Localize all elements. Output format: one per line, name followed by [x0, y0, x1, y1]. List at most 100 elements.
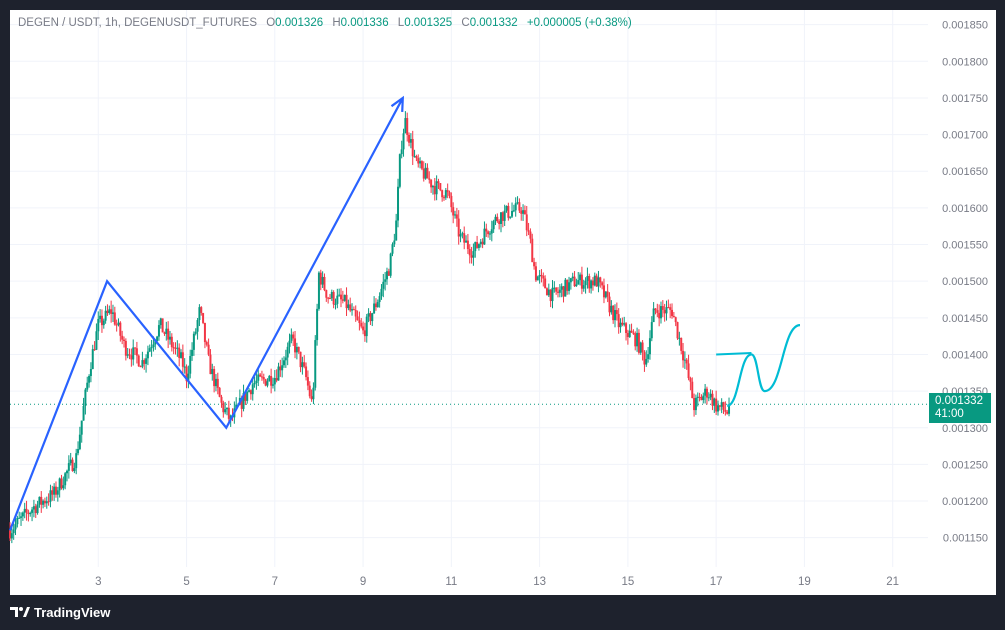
candle-body — [514, 203, 517, 211]
x-tick-label: 7 — [272, 576, 278, 588]
price-axis[interactable] — [928, 10, 996, 595]
candle-body — [143, 360, 146, 364]
candle-body — [615, 310, 618, 315]
candle-body — [154, 341, 157, 345]
candle-body — [637, 332, 640, 353]
candle-body — [99, 315, 102, 319]
y-tick-label: 0.001850 — [942, 20, 988, 32]
candle-body — [356, 316, 359, 321]
candle-body — [525, 214, 528, 231]
candle-body — [665, 307, 668, 314]
candle-body — [672, 316, 675, 318]
candle-body — [654, 308, 657, 311]
candle-body — [538, 274, 541, 277]
candle-body — [417, 158, 420, 164]
candle-body — [60, 478, 63, 489]
open-value: 0.001326 — [275, 17, 324, 29]
trend-lines — [8, 95, 801, 531]
candle-body — [260, 376, 263, 378]
x-tick-label: 15 — [621, 576, 634, 588]
candle-body — [86, 382, 89, 390]
candle-body — [452, 207, 455, 216]
candle-body — [211, 368, 214, 375]
candle-body — [424, 167, 427, 179]
candle-body — [597, 277, 600, 287]
candle-body — [669, 307, 672, 310]
x-tick-label: 13 — [533, 576, 546, 588]
last-price-tag: 0.001332 41:00 — [929, 393, 991, 423]
y-tick-label: 0.001300 — [942, 423, 988, 435]
candle-body — [43, 500, 46, 504]
candle-body — [345, 294, 348, 309]
candle-body — [457, 218, 460, 237]
candle-body — [198, 307, 201, 321]
candle-body — [134, 347, 137, 349]
tradingview-brand[interactable]: TradingView — [10, 602, 110, 622]
candle-body — [494, 216, 497, 222]
candle-body — [472, 251, 475, 258]
candle-body — [483, 228, 486, 245]
candle-body — [702, 395, 705, 401]
time-axis[interactable] — [10, 567, 928, 595]
candle-body — [32, 506, 35, 510]
plot-area[interactable] — [10, 10, 928, 567]
candle-body — [281, 365, 284, 371]
candle-body — [358, 320, 361, 324]
candle-body — [511, 211, 514, 217]
candle-body — [148, 348, 151, 352]
candle-body — [145, 358, 148, 364]
candle-body — [69, 459, 72, 464]
candle-body — [373, 303, 376, 314]
candle-body — [446, 190, 449, 193]
candle-body — [487, 231, 490, 235]
candle-body — [216, 378, 219, 388]
candle-body — [84, 389, 87, 406]
candle-body — [180, 352, 183, 358]
y-tick-label: 0.001250 — [942, 459, 988, 471]
candle-body — [295, 346, 298, 353]
candle-body — [25, 508, 28, 513]
candle-body — [693, 398, 696, 411]
x-tick-label: 9 — [360, 576, 366, 588]
candle-body — [430, 179, 433, 188]
candle-body — [303, 362, 306, 367]
y-tick-label: 0.001650 — [942, 166, 988, 178]
candle-body — [569, 278, 572, 283]
candle-body — [170, 336, 173, 348]
candle-body — [490, 229, 493, 234]
candle-body — [542, 275, 545, 279]
candle-body — [678, 337, 681, 339]
candle-body — [588, 276, 591, 289]
symbol-legend: DEGEN / USDT, 1h, DEGENUSDT_FUTURES O0.0… — [18, 17, 632, 29]
candle-body — [268, 376, 271, 382]
candle-body — [106, 310, 109, 314]
candle-body — [555, 287, 558, 292]
candle-body — [586, 276, 589, 281]
candle-body — [253, 382, 256, 385]
candle-body — [191, 349, 194, 356]
candle-body — [529, 231, 532, 239]
candle-body — [728, 404, 731, 414]
low-value: 0.001325 — [404, 17, 453, 29]
candle-body — [255, 380, 258, 383]
candle-body — [91, 349, 94, 370]
candle-body — [661, 306, 664, 310]
candle-body — [264, 379, 267, 386]
candle-body — [139, 366, 142, 368]
candle-body — [709, 393, 712, 398]
candle-body — [380, 288, 383, 297]
candle-body — [214, 378, 217, 387]
candle-body — [159, 318, 162, 326]
candle-body — [203, 322, 206, 343]
candle-body — [466, 240, 469, 250]
y-tick-label: 0.001400 — [942, 349, 988, 361]
candle-body — [332, 292, 335, 305]
candle-body — [67, 463, 70, 471]
candle-body — [652, 308, 655, 323]
candle-body — [330, 292, 333, 299]
candle-body — [178, 347, 181, 358]
candle-body — [187, 373, 190, 382]
candle-body — [365, 316, 368, 337]
candle-body — [499, 212, 502, 224]
candle-body — [12, 529, 15, 534]
